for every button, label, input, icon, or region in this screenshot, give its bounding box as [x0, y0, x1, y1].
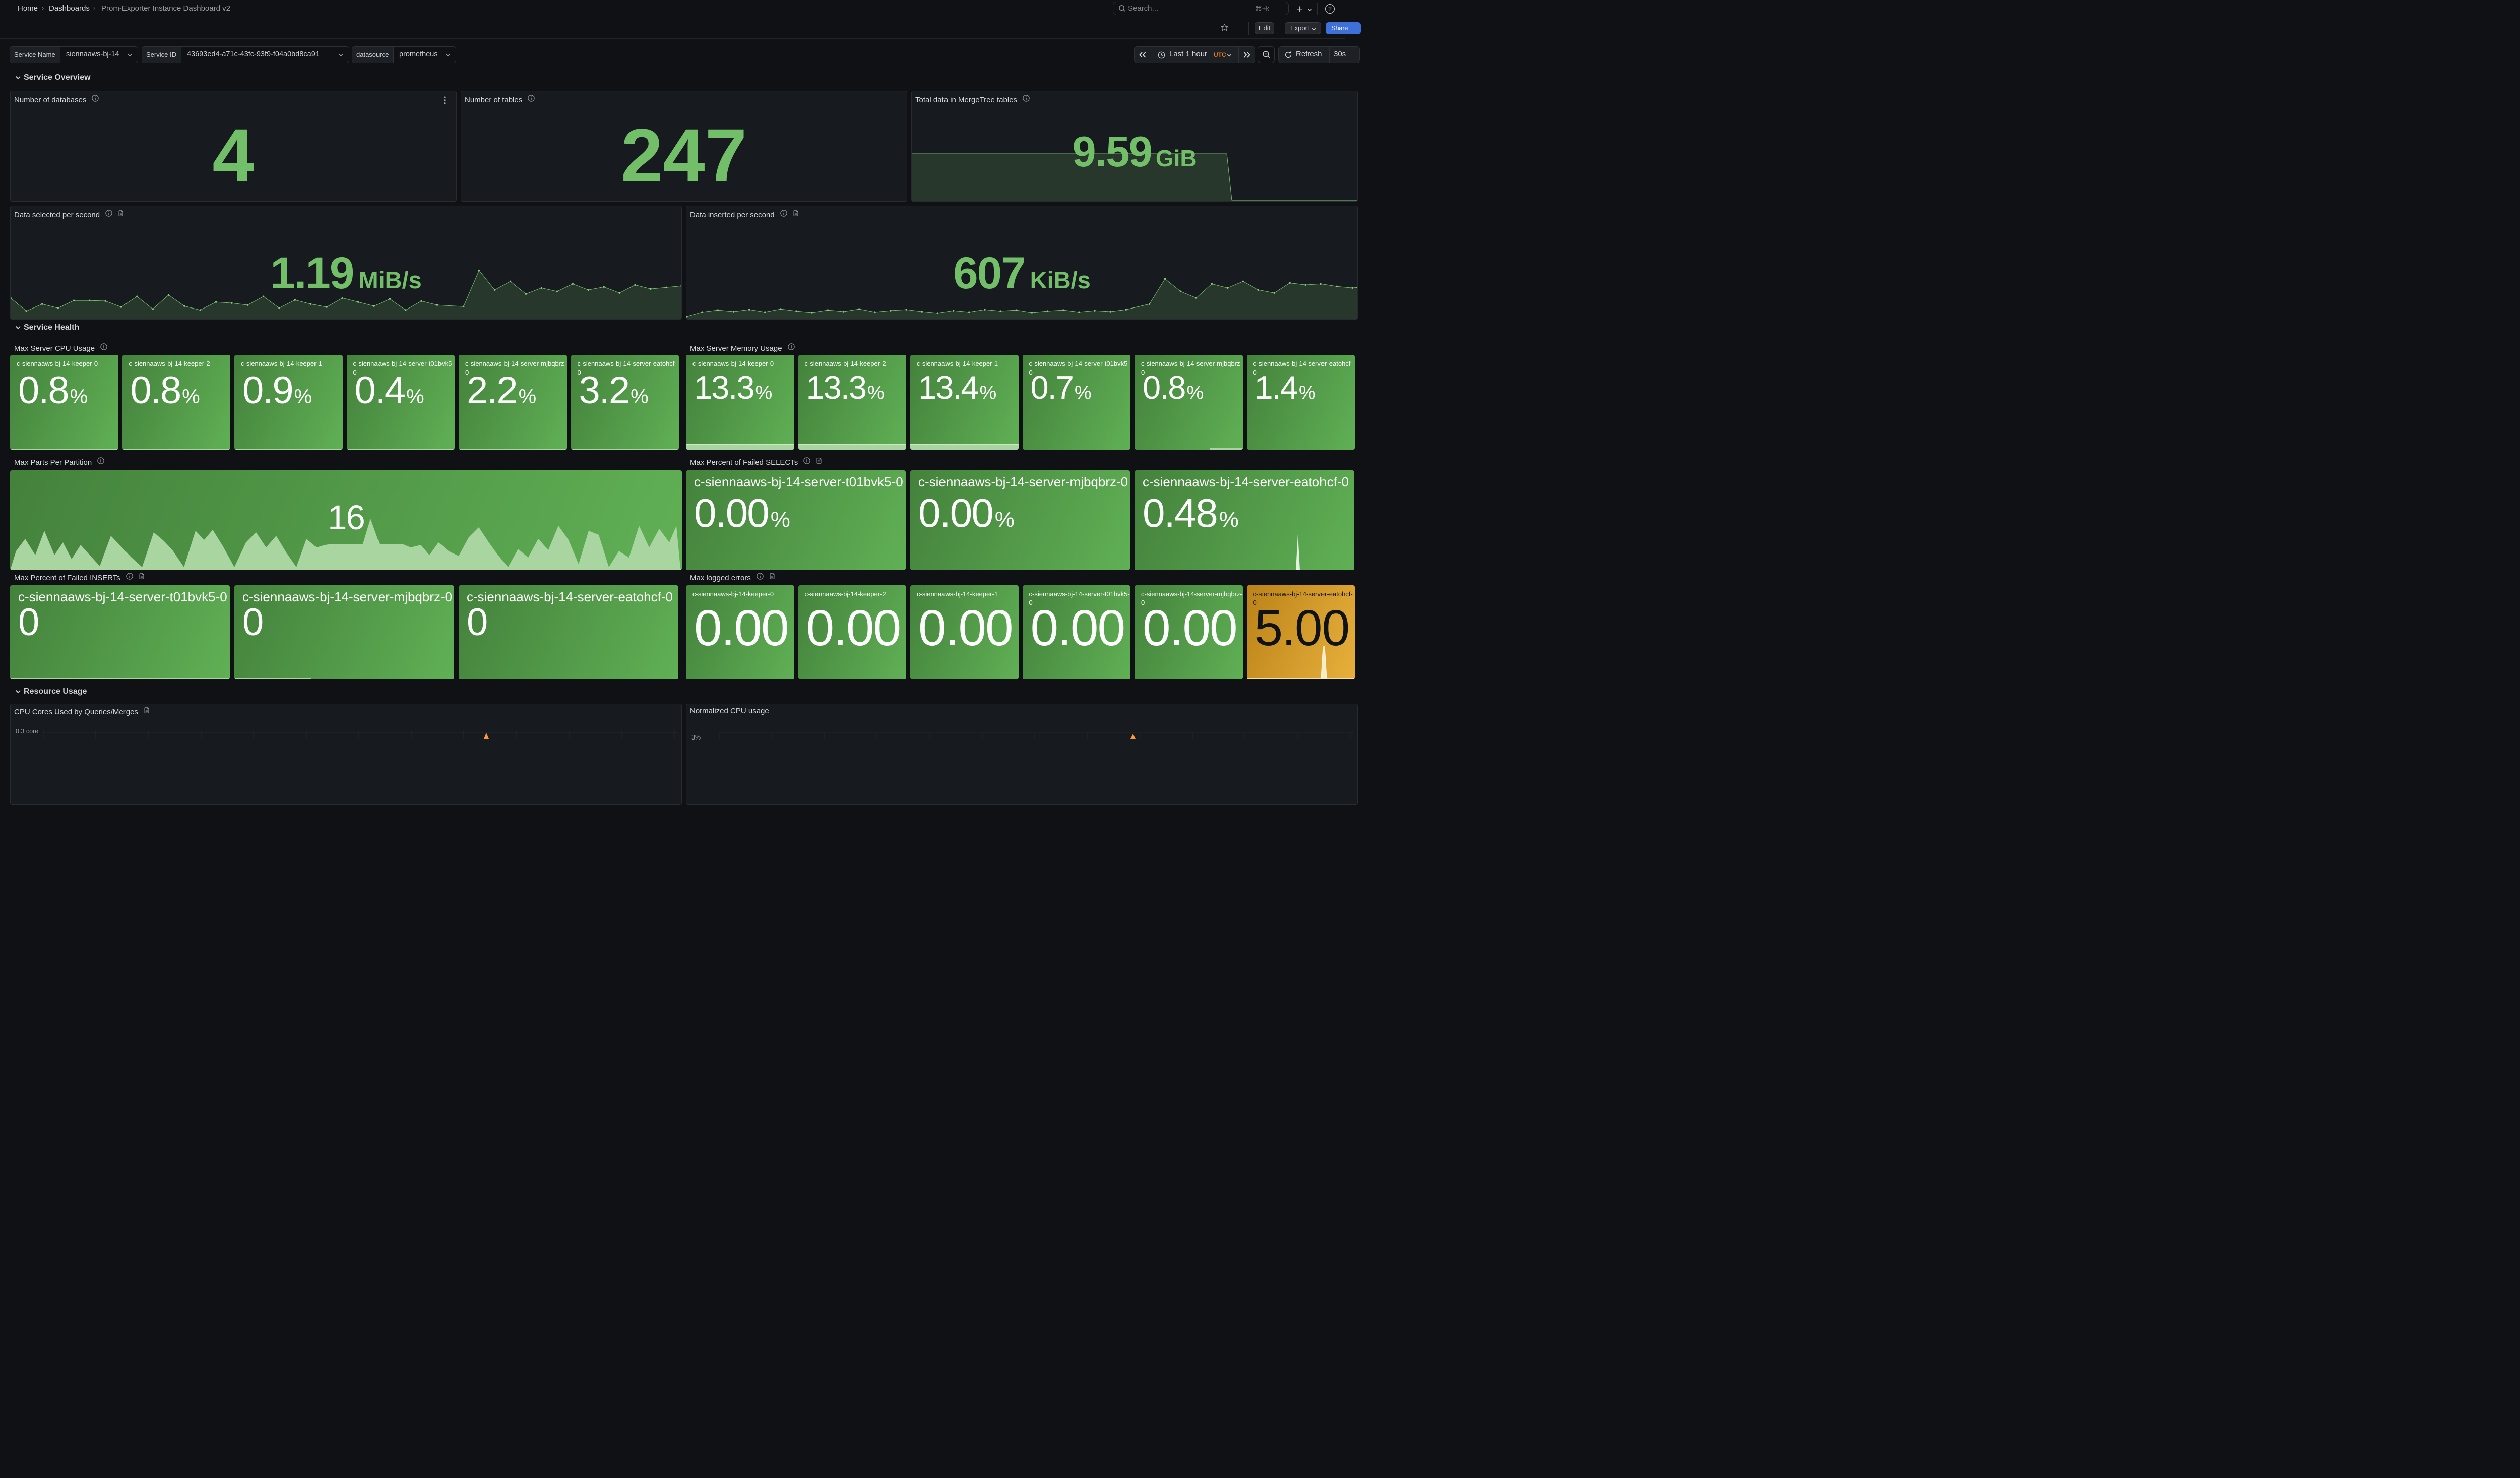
- svg-text:?: ?: [1328, 6, 1332, 13]
